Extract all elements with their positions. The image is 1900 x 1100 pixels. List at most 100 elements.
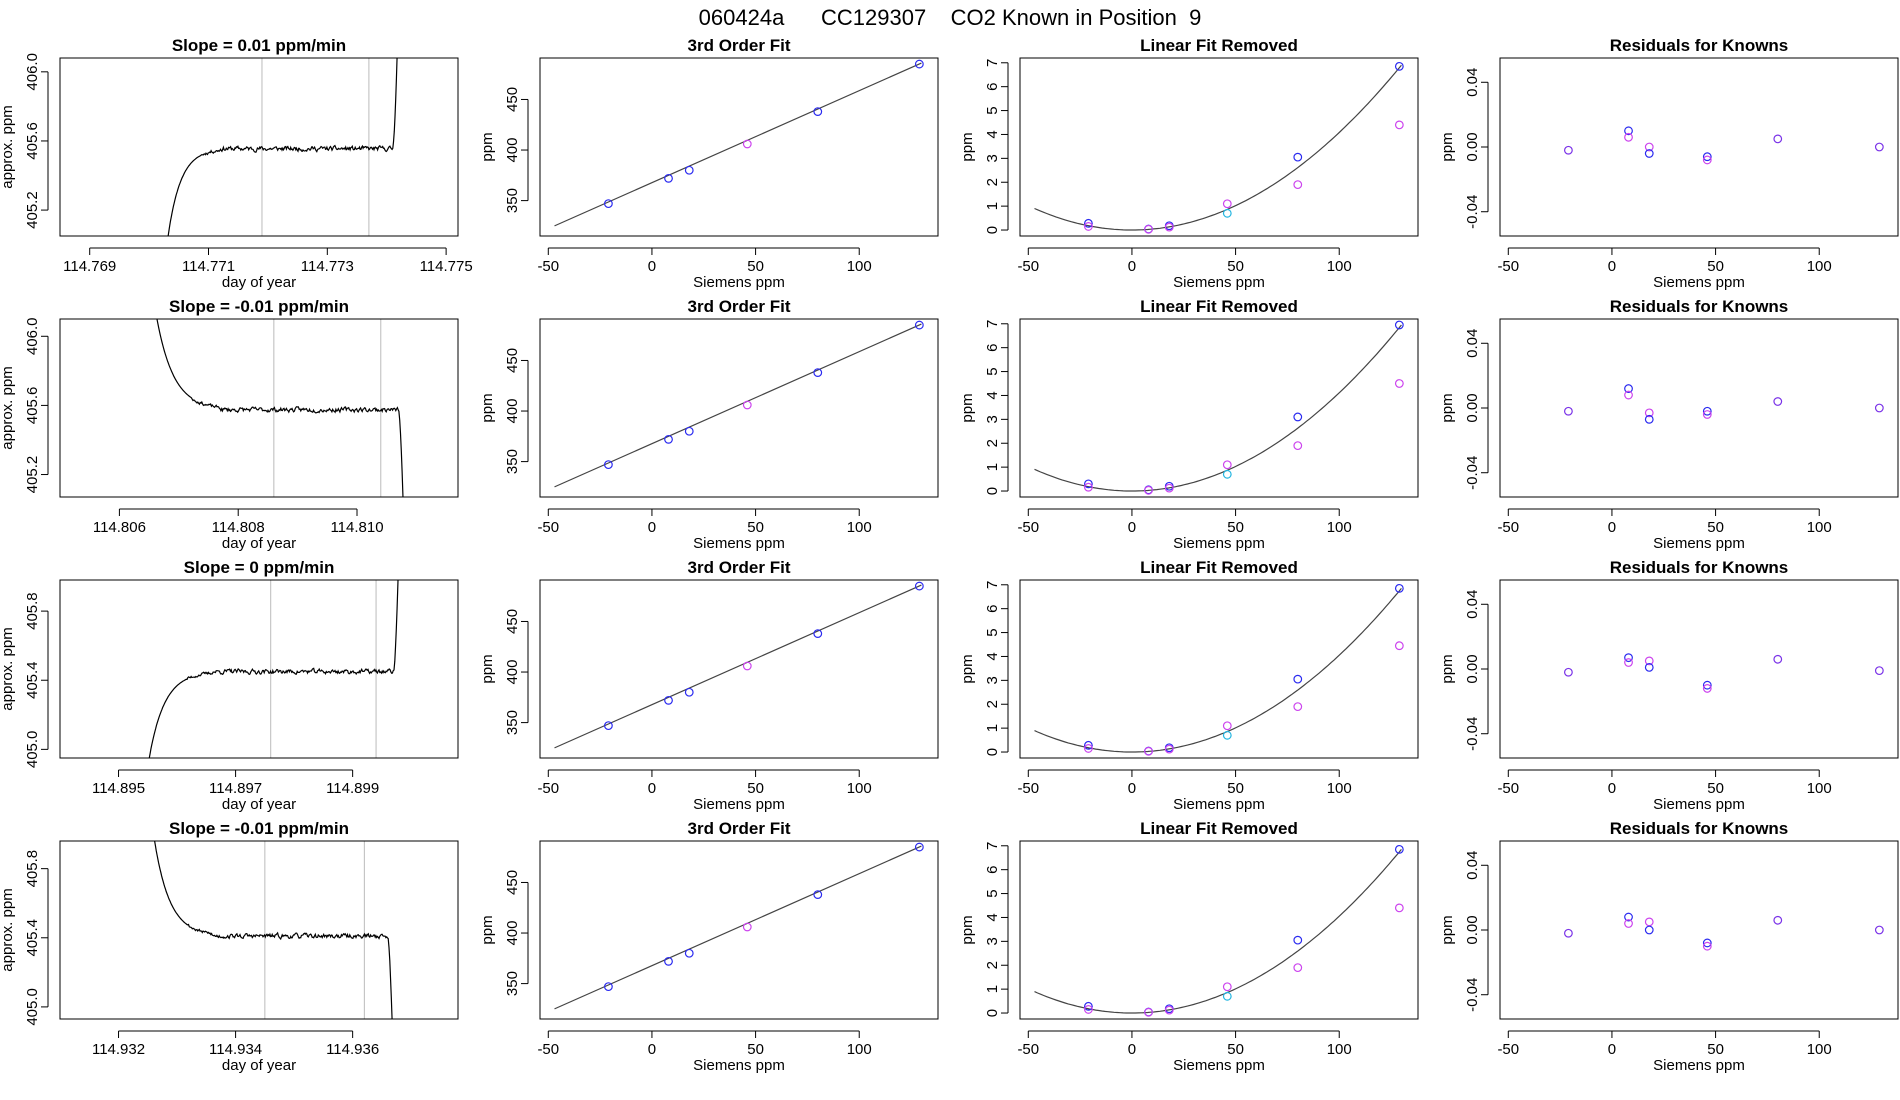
- plot-frame: [1499, 318, 1899, 498]
- data-point-magenta: [1293, 702, 1303, 712]
- data-point-known: [1644, 662, 1654, 672]
- panel-resid-row-4: Residuals for Knowns -50 0 50 100 Siemens ppm…: [1439, 819, 1899, 1074]
- y-tick-label: -0.04: [1464, 717, 1481, 751]
- y-tick-label: 6: [984, 82, 1001, 90]
- plot-frame: [1499, 579, 1899, 759]
- x-tick-label: 50: [1227, 780, 1244, 797]
- data-point-magenta: [1084, 1005, 1093, 1014]
- data-point-magenta: [1084, 222, 1093, 231]
- data-point-magenta: [742, 661, 752, 671]
- plot-frame: [1019, 579, 1419, 759]
- data-point-known: [1624, 384, 1633, 393]
- x-tick-label: 50: [1707, 780, 1724, 797]
- data-point-known: [914, 59, 924, 69]
- data-point-known: [684, 948, 694, 958]
- data-point-known: [664, 695, 673, 705]
- data-point-known: [813, 890, 823, 900]
- y-tick-label: 3: [984, 937, 1001, 945]
- plot-frame: [539, 579, 939, 759]
- plot-frame: [59, 318, 459, 498]
- data-point-magenta: [1144, 746, 1153, 756]
- y-tick-label: 0.00: [1464, 393, 1481, 422]
- panel-linear-row-1: Linear Fit Removed -50 0 50 100 Siemens ppm 0 1…: [959, 36, 1419, 291]
- y-tick-label: 0: [984, 487, 1001, 495]
- y-tick-label: 6: [984, 343, 1001, 351]
- data-point-known: [1624, 126, 1633, 136]
- data-point-purple: [1564, 928, 1573, 938]
- data-point-known: [664, 956, 673, 966]
- data-point-known: [1394, 61, 1404, 71]
- data-point-magenta: [1144, 1007, 1153, 1017]
- data-point-magenta: [1394, 120, 1404, 130]
- y-tick-label: 0.04: [1464, 851, 1481, 880]
- x-tick-label: 114.808: [212, 519, 265, 536]
- quadratic-fit-curve: [1034, 324, 1402, 492]
- plot-frame: [1499, 57, 1899, 237]
- y-tick-label: 350: [504, 710, 521, 735]
- plot-data: [1564, 126, 1884, 165]
- panel-title: 3rd Order Fit: [688, 297, 791, 316]
- panel-title: Residuals for Knowns: [1610, 36, 1789, 55]
- x-tick-label: 0: [648, 780, 656, 797]
- panels: Slope = 0.01 ppm/min 114.769 114.771 114.77…: [0, 36, 1899, 1074]
- x-axis-label: Siemens ppm: [1653, 1057, 1745, 1074]
- x-axis-label: Siemens ppm: [1173, 796, 1265, 813]
- x-tick-label: -50: [537, 519, 559, 536]
- data-point-purple: [1773, 134, 1783, 144]
- y-tick-label: 405.0: [24, 988, 41, 1026]
- x-tick-label: 114.775: [420, 258, 473, 275]
- x-axis-label: day of year: [222, 535, 296, 552]
- panel-title: Residuals for Knowns: [1610, 819, 1789, 838]
- data-point-magenta: [1164, 744, 1174, 754]
- plot-data: [1034, 583, 1404, 756]
- y-tick-label: 405.2: [24, 191, 41, 229]
- y-axis-label: ppm: [959, 915, 976, 944]
- data-point-magenta: [1222, 460, 1232, 470]
- x-tick-label: 100: [1327, 258, 1352, 275]
- x-tick-label: 100: [1807, 1041, 1832, 1058]
- y-tick-label: 405.8: [24, 850, 41, 888]
- data-point-known: [813, 107, 823, 117]
- data-point-known: [604, 460, 613, 470]
- x-tick-label: 0: [1608, 1041, 1616, 1058]
- data-point-known: [664, 434, 673, 444]
- data-point-known: [604, 199, 613, 209]
- data-point-purple: [1874, 666, 1884, 676]
- x-axis-label: Siemens ppm: [1173, 535, 1265, 552]
- data-point-known: [914, 842, 924, 852]
- x-tick-label: 0: [1128, 519, 1136, 536]
- x-tick-label: 0: [1608, 519, 1616, 536]
- plot-frame: [59, 579, 459, 759]
- x-axis-label: Siemens ppm: [693, 535, 785, 552]
- concentration-trace: [154, 841, 393, 1019]
- data-point-magenta: [1222, 721, 1232, 731]
- plot-data: [554, 842, 924, 1010]
- plot-data: [1564, 912, 1884, 951]
- data-point-known: [1084, 218, 1093, 228]
- y-tick-label: 6: [984, 604, 1001, 612]
- x-tick-label: 50: [747, 780, 764, 797]
- x-axis-label: Siemens ppm: [693, 274, 785, 291]
- fit-line: [554, 323, 922, 488]
- data-point-magenta: [1164, 222, 1174, 232]
- x-axis-label: Siemens ppm: [693, 796, 785, 813]
- panel-linear-row-2: Linear Fit Removed -50 0 50 100 Siemens ppm 0 1…: [959, 297, 1419, 552]
- y-tick-label: 450: [504, 870, 521, 895]
- panel-title: Linear Fit Removed: [1140, 36, 1298, 55]
- panel-resid-row-2: Residuals for Knowns -50 0 50 100 Siemens ppm…: [1439, 297, 1899, 552]
- y-tick-label: 3: [984, 154, 1001, 162]
- data-point-magenta: [1702, 410, 1712, 419]
- data-point-magenta: [1084, 482, 1093, 492]
- y-tick-label: 5: [984, 367, 1001, 375]
- y-tick-label: 1: [984, 985, 1001, 993]
- concentration-trace: [156, 319, 404, 497]
- x-tick-label: 114.895: [92, 780, 145, 797]
- data-point-purple: [1564, 145, 1573, 155]
- panel-title: 3rd Order Fit: [688, 558, 791, 577]
- x-axis-label: Siemens ppm: [1653, 796, 1745, 813]
- data-point-magenta: [1624, 132, 1633, 142]
- x-tick-label: 50: [747, 1041, 764, 1058]
- x-tick-label: 50: [747, 258, 764, 275]
- y-tick-label: 405.0: [24, 731, 41, 769]
